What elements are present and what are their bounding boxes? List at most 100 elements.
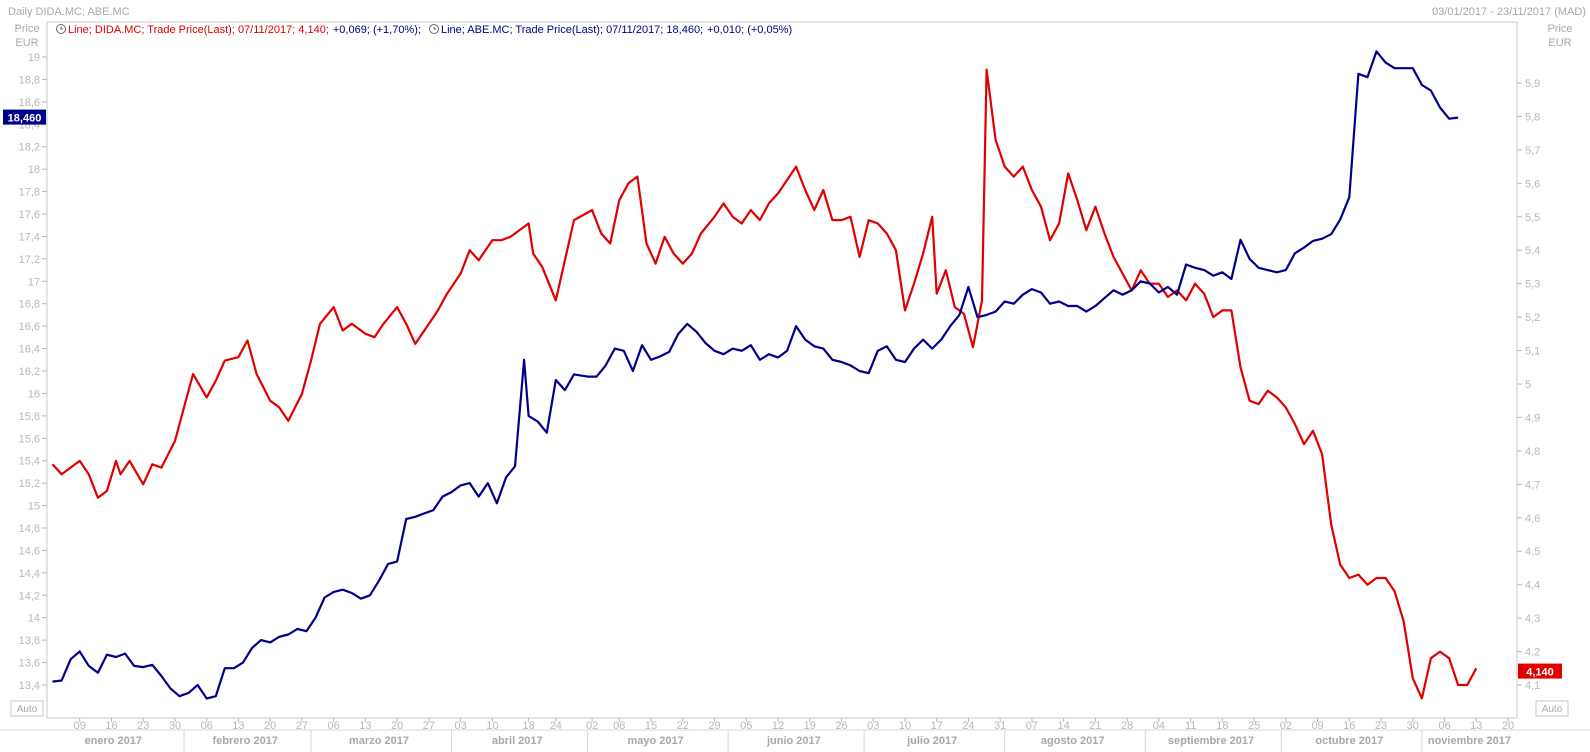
left-tick-label: 18,2 [19, 142, 40, 154]
x-tick-label: 14 [1058, 720, 1070, 732]
x-tick-label: 20 [264, 720, 276, 732]
x-tick-label: 29 [708, 720, 720, 732]
x-tick-label: 16 [105, 720, 117, 732]
month-label: abril 2017 [492, 735, 543, 747]
left-axis-label-currency: EUR [15, 37, 38, 49]
x-tick-label: 23 [137, 720, 149, 732]
right-tick-label: 4,7 [1525, 479, 1540, 491]
clock-icon [429, 24, 439, 34]
x-tick-label: 07 [1026, 720, 1038, 732]
dida-last-value-badge-bg [1518, 663, 1562, 679]
right-tick-label: 4,3 [1525, 613, 1540, 625]
legend-item-dida[interactable]: Line; DIDA.MC; Trade Price(Last); 07/11/… [56, 24, 421, 36]
legend-dida-prefix: Line; DIDA.MC; Trade Price(Last); 07/11/… [68, 24, 329, 36]
left-auto-button[interactable]: Auto [10, 700, 44, 717]
left-tick-label: 14,8 [19, 523, 40, 535]
left-tick-label: 14 [28, 613, 40, 625]
right-tick-label: 5,9 [1525, 78, 1540, 90]
x-tick-label: 06 [1438, 720, 1450, 732]
left-tick-label: 18 [28, 164, 40, 176]
left-tick-label: 16,4 [19, 344, 40, 356]
x-tick-label: 17 [931, 720, 943, 732]
x-tick-label: 28 [1121, 720, 1133, 732]
legend-abe-text: Line; ABE.MC; Trade Price(Last); 07/11/2… [441, 24, 792, 36]
left-tick-label: 15,4 [19, 456, 40, 468]
x-tick-label: 10 [899, 720, 911, 732]
right-tick-label: 5,2 [1525, 312, 1540, 324]
left-tick-label: 15,2 [19, 478, 40, 490]
x-tick-label: 06 [201, 720, 213, 732]
left-tick-label: 16,8 [19, 299, 40, 311]
x-tick-label: 24 [550, 720, 562, 732]
right-axis-label-currency: EUR [1548, 37, 1571, 49]
legend-abe-prefix: Line; ABE.MC; Trade Price(Last); 07/11/2… [441, 24, 703, 36]
clock-hand-icon [433, 26, 436, 30]
x-tick-label: 27 [423, 720, 435, 732]
right-tick-label: 4,2 [1525, 647, 1540, 659]
right-auto-button[interactable]: Auto [1535, 700, 1569, 717]
x-tick-label: 26 [835, 720, 847, 732]
right-tick-label: 5,4 [1525, 245, 1540, 257]
legend-dida-change: +0,069; (+1,70%); [333, 24, 421, 36]
x-tick-label: 25 [1248, 720, 1260, 732]
x-tick-label: 13 [232, 720, 244, 732]
left-tick-label: 16,2 [19, 366, 40, 378]
month-label: julio 2017 [906, 735, 957, 747]
left-tick-label: 15,8 [19, 411, 40, 423]
right-tick-label: 4,4 [1525, 580, 1540, 592]
left-tick-label: 13,4 [19, 680, 40, 692]
x-tick-label: 20 [391, 720, 403, 732]
left-tick-label: 17,2 [19, 254, 40, 266]
left-axis-label-price: Price [14, 23, 39, 35]
abe-last-value-badge-bg [3, 109, 46, 125]
abe-series-line [52, 50, 1459, 700]
left-tick-label: 14,6 [19, 545, 40, 557]
x-tick-label: 15 [645, 720, 657, 732]
month-label: febrero 2017 [213, 735, 278, 747]
right-auto-button-bg [1535, 700, 1569, 717]
x-tick-label: 23 [1375, 720, 1387, 732]
left-tick-label: 15 [28, 501, 40, 513]
x-tick-label: 06 [328, 720, 340, 732]
x-tick-label: 19 [804, 720, 816, 732]
abe-last-value: 18,460 [8, 113, 42, 125]
right-tick-label: 4,8 [1525, 446, 1540, 458]
x-tick-label: 16 [1343, 720, 1355, 732]
x-tick-label: 09 [74, 720, 86, 732]
x-tick-label: 20 [1502, 720, 1514, 732]
right-tick-label: 5,3 [1525, 279, 1540, 291]
left-tick-label: 16,6 [19, 321, 40, 333]
clock-icon [56, 24, 66, 34]
legend: Line; DIDA.MC; Trade Price(Last); 07/11/… [56, 24, 793, 36]
right-tick-label: 4,9 [1525, 412, 1540, 424]
x-tick-label: 08 [613, 720, 625, 732]
right-tick-label: 5,1 [1525, 346, 1540, 358]
month-label: marzo 2017 [349, 735, 409, 747]
x-tick-label: 18 [522, 720, 534, 732]
dida-last-value: 4,140 [1526, 667, 1554, 679]
clock-hand-icon [60, 26, 63, 30]
x-tick-label: 31 [994, 720, 1006, 732]
chart-title: Daily DIDA.MC; ABE.MC [8, 6, 130, 18]
right-tick-label: 5,5 [1525, 212, 1540, 224]
x-tick-label: 27 [296, 720, 308, 732]
x-tick-label: 30 [169, 720, 181, 732]
x-tick-label: 02 [586, 720, 598, 732]
left-tick-label: 17,6 [19, 209, 40, 221]
month-label: agosto 2017 [1041, 735, 1105, 747]
right-tick-label: 4,6 [1525, 513, 1540, 525]
left-tick-label: 18,6 [19, 97, 40, 109]
month-label: junio 2017 [766, 735, 821, 747]
right-tick-label: 5,7 [1525, 145, 1540, 157]
month-label: septiembre 2017 [1168, 735, 1254, 747]
left-tick-label: 13,6 [19, 658, 40, 670]
left-tick-label: 17,8 [19, 187, 40, 199]
legend-item-abe[interactable]: Line; ABE.MC; Trade Price(Last); 07/11/2… [429, 24, 793, 36]
x-tick-label: 24 [962, 720, 974, 732]
right-tick-label: 5,8 [1525, 111, 1540, 123]
x-tick-label: 09 [1311, 720, 1323, 732]
left-tick-label: 19 [28, 52, 40, 64]
month-label: noviembre 2017 [1428, 735, 1511, 747]
month-label: octubre 2017 [1315, 735, 1383, 747]
left-auto-label: Auto [17, 704, 38, 715]
